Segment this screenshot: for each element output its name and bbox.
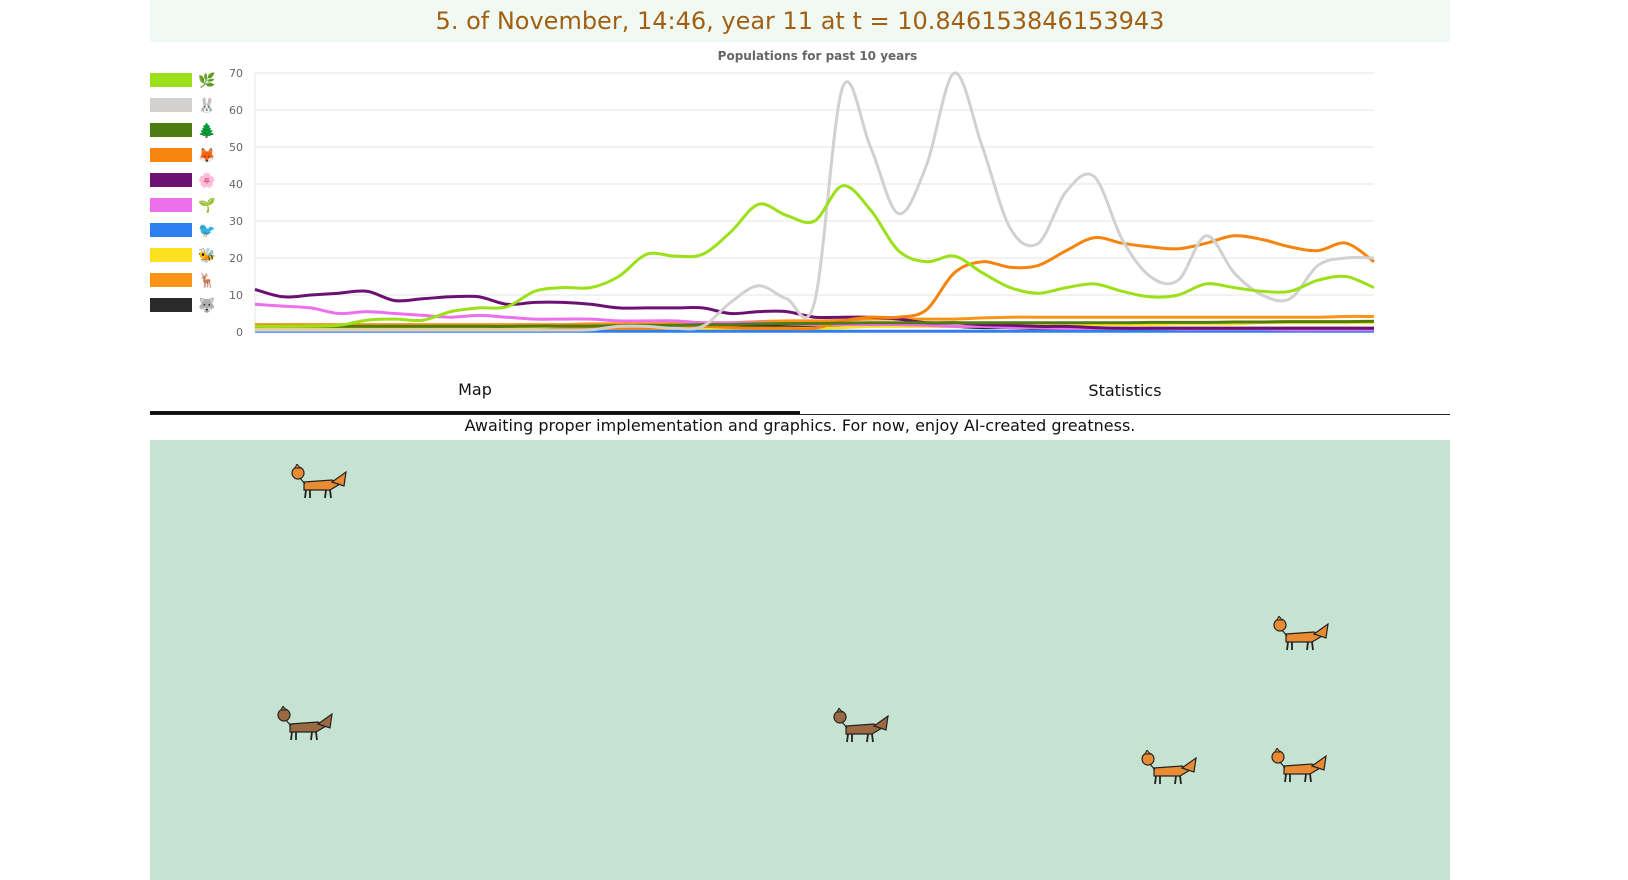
fox-icon[interactable] [1140, 750, 1198, 786]
legend-swatch-sprout [150, 198, 192, 212]
legend-icon-tree: 🌲 [198, 122, 215, 139]
tab-map[interactable]: Map [150, 368, 800, 414]
legend-swatch-wolf [150, 298, 192, 312]
y-tick-label: 70 [229, 67, 243, 80]
legend-swatch-plant [150, 73, 192, 87]
legend-swatch-bird [150, 223, 192, 237]
date-header: 5. of November, 14:46, year 11 at t = 10… [150, 0, 1450, 42]
legend-icon-bird: 🐦 [198, 223, 215, 239]
tab-statistics[interactable]: Statistics [1088, 380, 1162, 400]
chart-title: Populations for past 10 years [718, 49, 918, 63]
legend-swatch-tree [150, 123, 192, 137]
series-line-rabbit [254, 71, 1375, 332]
legend-icon-flower: 🌸 [198, 172, 215, 189]
legend-icon-wolf: 🐺 [198, 297, 216, 314]
legend-icon-bee: 🐝 [198, 247, 215, 264]
fox-icon[interactable] [832, 708, 890, 744]
date-text: 5. of November, 14:46, year 11 at t = 10… [435, 7, 1165, 35]
legend-swatch-bee [150, 248, 192, 262]
y-tick-label: 0 [236, 326, 243, 339]
legend-icon-deer: 🦌 [198, 272, 215, 289]
map-area[interactable] [150, 440, 1450, 880]
series-line-tree [254, 319, 1375, 328]
y-tick-label: 30 [229, 215, 243, 228]
y-tick-label: 10 [229, 289, 243, 302]
legend-icon-fox: 🦊 [198, 147, 215, 164]
legend-icon-sprout: 🌱 [198, 197, 215, 214]
simulation-app: 5. of November, 14:46, year 11 at t = 10… [150, 0, 1450, 880]
population-chart-svg: Populations for past 10 years 0 10 20 30 40 50… [150, 49, 1375, 339]
population-chart: Populations for past 10 years 0 10 20 30 40 50… [150, 42, 1450, 362]
y-tick-label: 40 [229, 178, 243, 191]
series-line-plant [254, 184, 1375, 328]
series-line-deer [255, 314, 1375, 327]
legend-swatch-deer [150, 273, 192, 287]
series-line-flower [254, 287, 1374, 330]
fox-icon[interactable] [1270, 748, 1328, 784]
fox-icon[interactable] [290, 464, 348, 500]
fox-icon[interactable] [1272, 616, 1330, 652]
legend-swatch-flower [150, 173, 192, 187]
legend-icon-plant: 🌿 [198, 72, 215, 89]
tab-bar: Map Statistics [150, 368, 1450, 415]
y-tick-label: 50 [229, 141, 243, 154]
implementation-notice: Awaiting proper implementation and graph… [464, 416, 1136, 435]
legend-swatch-fox [150, 148, 192, 162]
legend-icon-rabbit: 🐰 [198, 97, 215, 114]
fox-icon[interactable] [276, 706, 334, 742]
y-tick-label: 60 [229, 104, 243, 117]
y-tick-label: 20 [229, 252, 243, 265]
legend-swatch-rabbit [150, 98, 192, 112]
